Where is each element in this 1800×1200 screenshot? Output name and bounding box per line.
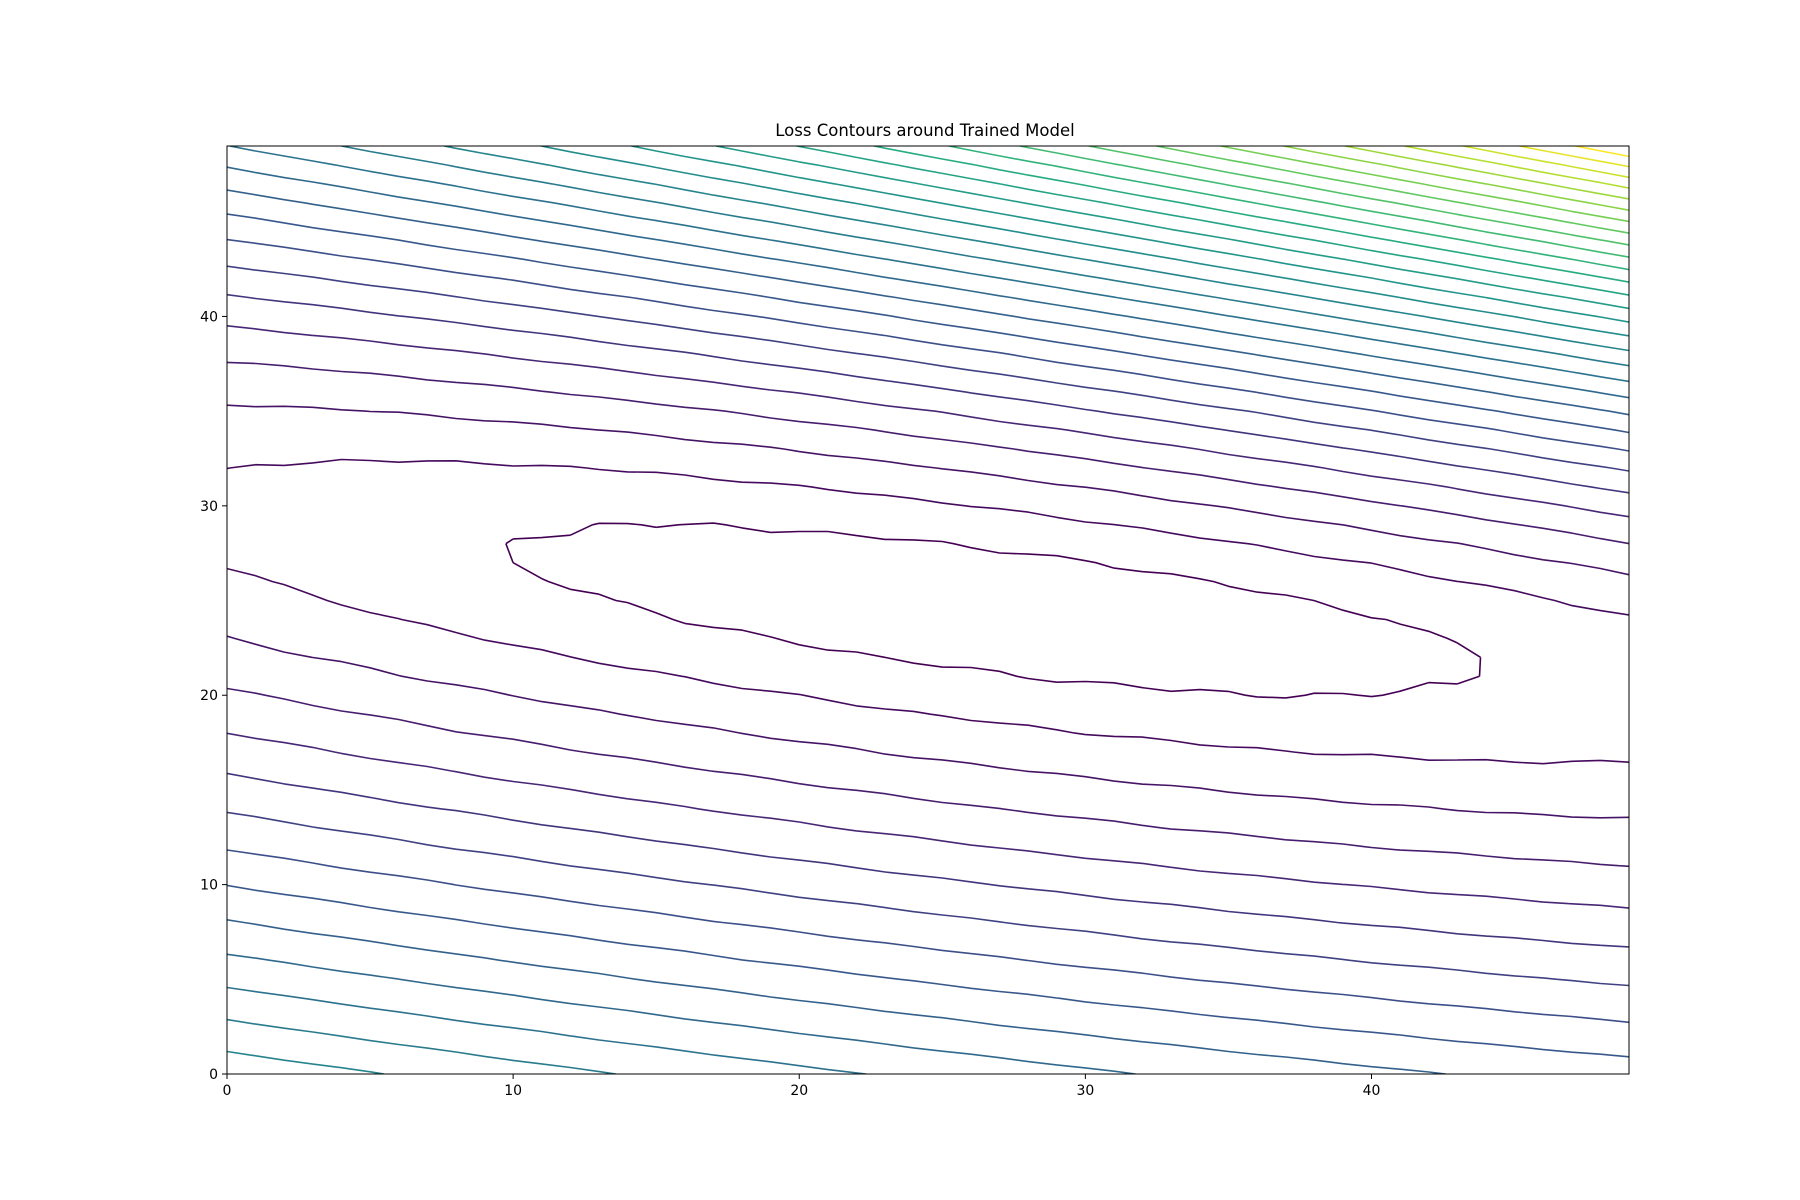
y-tick-label: 30 (200, 499, 218, 515)
contour-level-11 (227, 166, 1629, 1074)
contour-level-1 (505, 522, 1482, 699)
contour-level-4 (227, 361, 1629, 868)
contour-level-15 (540, 146, 1629, 337)
contour-level-14 (227, 146, 1629, 1074)
contour-level-29 (1519, 146, 1629, 168)
y-axis: 0 10 20 30 40 (200, 309, 227, 1083)
contour-level-13 (227, 146, 1629, 1074)
y-tick-label: 0 (209, 1067, 218, 1083)
y-tick-label: 10 (200, 878, 218, 894)
x-axis: 0 10 20 30 40 (223, 1074, 1381, 1099)
contour-level-25 (1283, 146, 1629, 211)
contour-level-22 (1088, 146, 1629, 246)
contour-level-30 (1575, 146, 1629, 158)
contour-level-3 (227, 404, 1629, 819)
x-tick-label: 0 (223, 1083, 232, 1099)
contour-level-20 (948, 146, 1629, 271)
contour-level-19 (873, 146, 1629, 283)
x-tick-label: 20 (790, 1083, 808, 1099)
contour-level-7 (227, 265, 1629, 987)
contour-level-8 (227, 238, 1629, 1024)
x-tick-label: 30 (1076, 1083, 1094, 1099)
y-tick-label: 40 (200, 309, 218, 325)
contour-level-28 (1463, 146, 1629, 179)
contour-level-24 (1220, 146, 1629, 223)
contour-level-17 (715, 146, 1629, 310)
contour-level-12 (227, 146, 1629, 1074)
x-tick-label: 40 (1363, 1083, 1381, 1099)
contour-level-18 (796, 146, 1629, 296)
contour-level-5 (227, 325, 1629, 909)
contour-level-6 (227, 293, 1629, 948)
contour-level-10 (227, 189, 1629, 1074)
contour-level-27 (1404, 146, 1629, 189)
plot-frame (226, 145, 1630, 1075)
contour-level-9 (227, 213, 1629, 1058)
y-tick-label: 20 (200, 688, 218, 704)
chart-title: Loss Contours around Trained Model (775, 121, 1074, 140)
contour-level-26 (1344, 146, 1629, 200)
contour-lines (227, 146, 1629, 1074)
contour-level-21 (1019, 146, 1629, 258)
contour-level-23 (1156, 146, 1629, 234)
contour-level-2 (227, 458, 1629, 765)
contour-level-16 (631, 146, 1629, 323)
x-tick-label: 10 (504, 1083, 522, 1099)
